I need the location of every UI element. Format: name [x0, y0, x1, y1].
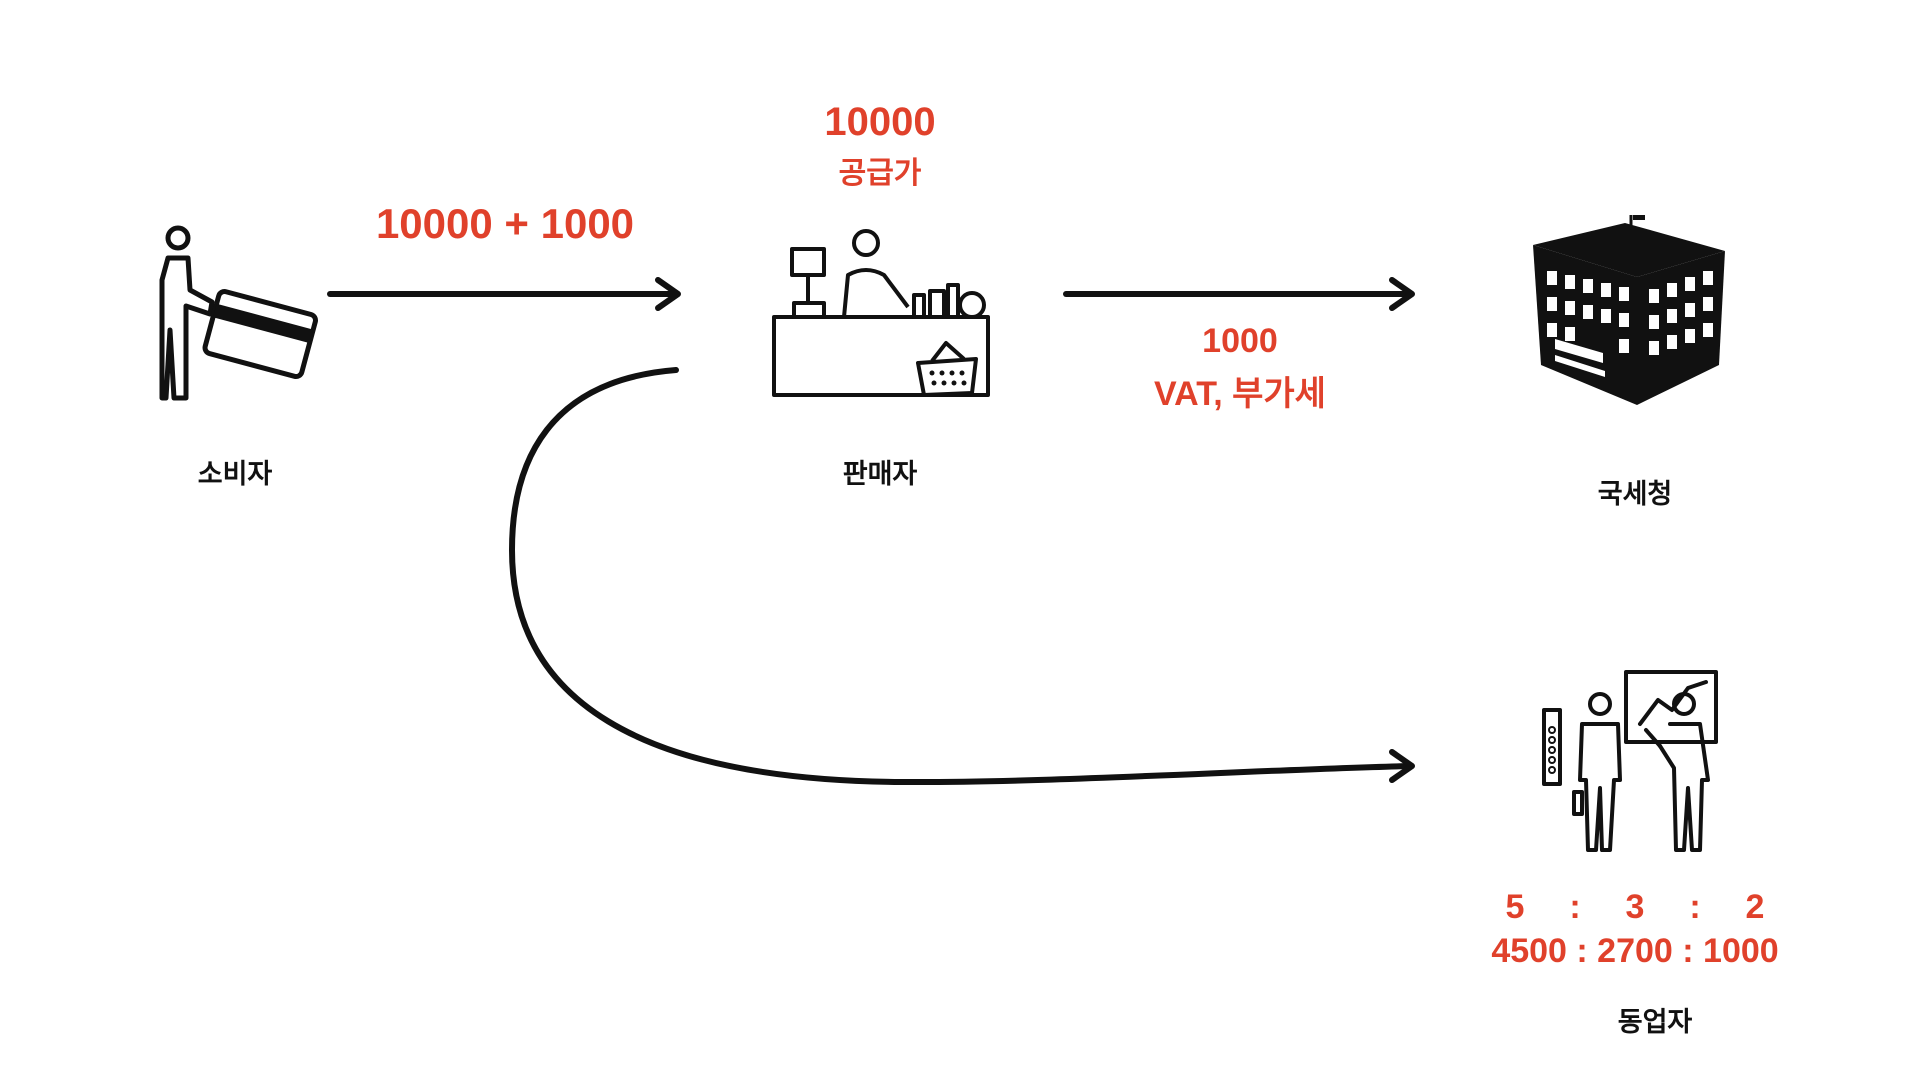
vat-amount-label: 1000: [1202, 322, 1278, 360]
seller-node: [768, 225, 993, 400]
payment-amount-label: 10000 + 1000: [375, 200, 635, 247]
consumer-label: 소비자: [197, 459, 273, 489]
seller-price-caption: 공급가: [838, 157, 922, 190]
seller-label: 판매자: [842, 459, 918, 489]
card-payment-person-icon: [159, 225, 318, 401]
ratio-part-3: 2: [1745, 888, 1765, 926]
tax-office-node: [1525, 211, 1740, 410]
ratio-separator-1: :: [1569, 888, 1581, 926]
cashier-counter-icon: [772, 229, 990, 397]
business-meeting-icon: [1542, 670, 1718, 852]
ratio-part-2: 3: [1625, 888, 1645, 926]
split-ratio: 5 : 3 : 2: [1470, 888, 1800, 927]
split-amounts: 4500 : 2700 : 1000: [1491, 932, 1779, 970]
ratio-separator-2: :: [1689, 888, 1701, 926]
ratio-part-1: 5: [1505, 888, 1525, 926]
consumer-node: [150, 220, 320, 410]
arrow-seller-to-tax-office: [1063, 277, 1415, 311]
government-building-icon: [1533, 211, 1725, 405]
vat-caption-label: VAT, 부가세: [1154, 375, 1326, 413]
partners-node: [1540, 668, 1730, 858]
tax-office-label: 국세청: [1597, 479, 1673, 509]
partners-label: 동업자: [1617, 1007, 1693, 1037]
seller-price: 10000: [824, 100, 936, 144]
arrow-seller-to-partners: [509, 367, 1415, 786]
arrow-consumer-to-seller: [327, 277, 681, 311]
